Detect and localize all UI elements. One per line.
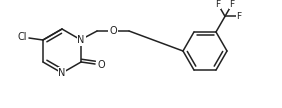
Text: N: N xyxy=(58,68,66,78)
Text: N: N xyxy=(77,35,85,45)
Text: O: O xyxy=(97,60,105,70)
Text: F: F xyxy=(236,12,242,21)
Text: F: F xyxy=(215,0,221,9)
Text: F: F xyxy=(230,0,235,9)
Text: O: O xyxy=(109,26,117,36)
Text: Cl: Cl xyxy=(17,32,27,42)
